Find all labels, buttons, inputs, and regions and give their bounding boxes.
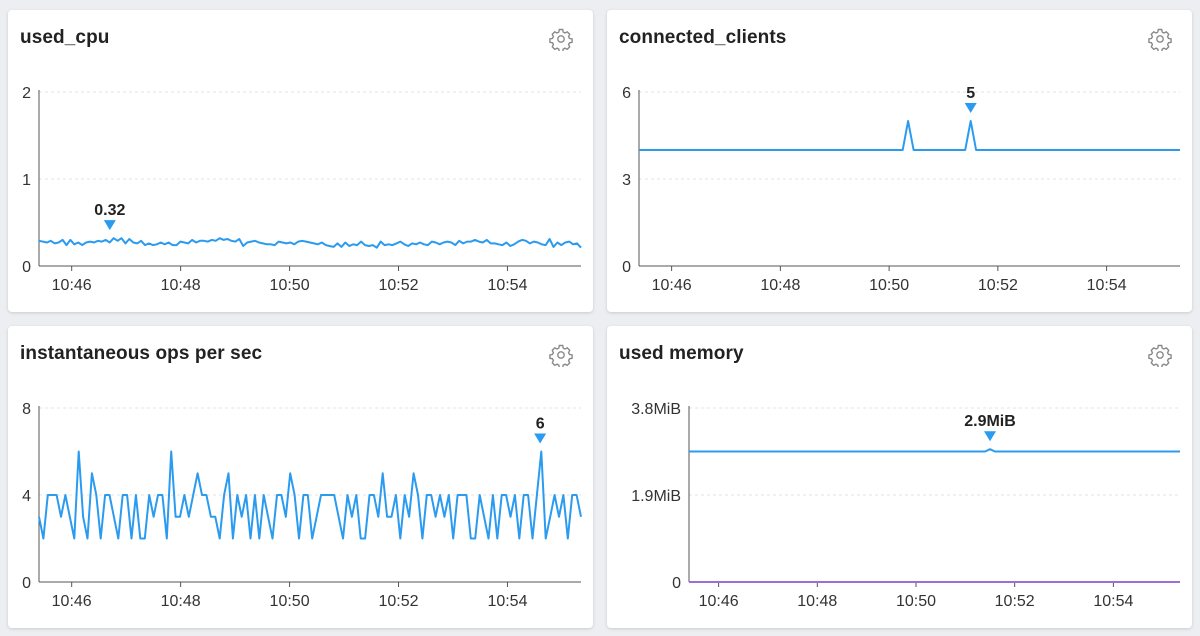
- gear-icon[interactable]: [549, 343, 573, 367]
- x-tick-label: 10:54: [487, 593, 527, 610]
- gear-icon[interactable]: [1148, 343, 1172, 367]
- x-tick-label: 10:52: [378, 277, 418, 294]
- x-tick-label: 10:52: [378, 593, 418, 610]
- panel-title: used_cpu: [20, 27, 110, 48]
- series-line: [689, 448, 1180, 453]
- panel-used-memory: used memory 0 1.9MiB 3.8MiB 10:46 10:48 10:50…: [607, 326, 1192, 628]
- series-line: [639, 120, 1180, 151]
- x-tick-label: 10:50: [270, 277, 310, 294]
- peak-marker: [984, 431, 997, 442]
- panel-connected-clients: connected_clients 0 3 6 10:46 10:48 10:50 10:5…: [607, 10, 1192, 312]
- peak-marker: [103, 220, 116, 231]
- peak-label: 5: [966, 85, 975, 102]
- x-tick-label: 10:48: [797, 593, 837, 610]
- x-tick-label: 10:50: [869, 277, 909, 294]
- x-tick-label: 10:46: [699, 593, 739, 610]
- x-tick-label: 10:48: [760, 277, 800, 294]
- y-tick-label: 0: [672, 575, 681, 592]
- y-tick-label: 1.9MiB: [631, 488, 681, 505]
- y-tick-label: 0: [22, 575, 31, 592]
- x-tick-label: 10:46: [52, 593, 92, 610]
- y-tick-label: 6: [622, 85, 631, 102]
- x-tick-label: 10:52: [995, 593, 1035, 610]
- peak-marker: [964, 103, 977, 113]
- panel-used-cpu: used_cpu 0 1 2 10:46 10:48 10:50 10:52 10:54 0.3…: [8, 10, 593, 312]
- panel-title: connected_clients: [619, 27, 787, 48]
- y-tick-label: 8: [22, 401, 31, 418]
- panel-title: instantaneous ops per sec: [20, 343, 263, 364]
- gear-icon[interactable]: [1148, 27, 1172, 51]
- y-tick-label: 0: [22, 259, 31, 276]
- x-tick-label: 10:50: [896, 593, 936, 610]
- x-tick-label: 10:54: [1087, 277, 1127, 294]
- peak-label: 0.32: [94, 202, 125, 219]
- x-tick-label: 10:52: [978, 277, 1018, 294]
- x-tick-label: 10:54: [1093, 593, 1133, 610]
- used-cpu-chart: 0 1 2 10:46 10:48 10:50 10:52 10:54 0.32: [22, 85, 582, 294]
- peak-label: 6: [536, 416, 545, 433]
- gear-icon[interactable]: [549, 27, 573, 51]
- connected-clients-chart: 0 3 6 10:46 10:48 10:50 10:52 10:54 5: [622, 85, 1180, 294]
- x-tick-label: 10:48: [161, 277, 201, 294]
- x-tick-label: 10:46: [52, 277, 92, 294]
- instantaneous-ops-chart: 0 4 8 10:46 10:48 10:50 10:52 10:54 6: [22, 401, 582, 610]
- x-tick-label: 10:50: [270, 593, 310, 610]
- panel-title: used memory: [619, 343, 744, 364]
- used-memory-chart: 0 1.9MiB 3.8MiB 10:46 10:48 10:50 10:52 10:54 2.…: [631, 401, 1180, 610]
- y-tick-label: 2: [22, 85, 31, 102]
- y-tick-label: 0: [622, 259, 631, 276]
- y-tick-label: 1: [22, 172, 31, 189]
- x-tick-label: 10:48: [161, 593, 201, 610]
- y-tick-label: 4: [22, 488, 31, 505]
- y-tick-label: 3: [622, 172, 631, 189]
- peak-marker: [534, 433, 547, 444]
- peak-label: 2.9MiB: [964, 413, 1016, 430]
- series-line: [38, 450, 582, 540]
- panel-instantaneous-ops: instantaneous ops per sec 0 4 8 10:46 10:48 1…: [8, 326, 593, 628]
- y-tick-label: 3.8MiB: [631, 401, 681, 418]
- x-tick-label: 10:46: [652, 277, 692, 294]
- series-line: [38, 237, 582, 249]
- x-tick-label: 10:54: [487, 277, 527, 294]
